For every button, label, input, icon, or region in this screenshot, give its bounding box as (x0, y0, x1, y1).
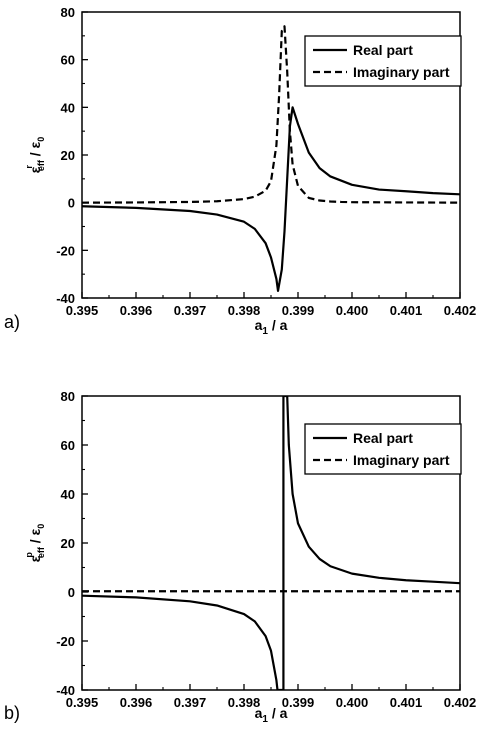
x-tick-label: 0.398 (228, 695, 261, 710)
y-label-sub: eff (36, 159, 46, 171)
x-tick-label: 0.400 (336, 695, 369, 710)
panel-b: 0.395 0.396 0.397 0.398 0.399 0.400 0.401 0.402… (4, 389, 476, 725)
y-label-rest: / ε (27, 141, 43, 160)
y-tick-label: 20 (61, 536, 75, 551)
x-label-main: a (255, 317, 263, 333)
panel-label: a) (4, 312, 20, 332)
y-tick-label: 40 (61, 487, 75, 502)
x-tick-label: 0.398 (228, 303, 261, 318)
x-label-main: a (255, 705, 263, 721)
y-label-sup: r (24, 165, 34, 169)
imaginary-part-line (82, 25, 460, 204)
y-tick-label: 80 (61, 5, 75, 20)
y-tick-label: 60 (61, 53, 75, 68)
x-tick-label: 0.401 (390, 303, 423, 318)
y-label-sub2: 0 (36, 137, 46, 142)
y-tick-label: 0 (68, 585, 75, 600)
y-label-sub2: 0 (36, 524, 46, 529)
x-tick-label: 0.395 (66, 303, 99, 318)
y-axis-label: εp eff / ε0 (24, 524, 46, 563)
legend-box (304, 35, 462, 87)
x-axis-label: a1 / a (255, 705, 288, 725)
legend-label: Imaginary part (353, 452, 450, 468)
legend-label: Real part (353, 42, 413, 58)
panel-label: b) (4, 703, 20, 723)
y-label-sub: eff (36, 546, 46, 558)
y-tick-label: -40 (56, 291, 75, 306)
x-label-sub: 1 (262, 326, 268, 337)
x-tick-label: 0.396 (120, 695, 153, 710)
y-label-main: ε (27, 166, 43, 173)
x-tick-label: 0.399 (282, 303, 315, 318)
y-tick-label: -20 (56, 634, 75, 649)
x-label-rest: / a (268, 317, 288, 333)
x-tick-label: 0.397 (174, 695, 207, 710)
x-tick-label: 0.402 (444, 695, 477, 710)
y-tick-label: 40 (61, 100, 75, 115)
x-tick-label: 0.397 (174, 303, 207, 318)
legend: Real part Imaginary part (304, 35, 462, 87)
y-label-main: ε (27, 555, 43, 562)
y-axis-label: εr eff / ε0 (24, 137, 46, 174)
y-tick-label: -40 (56, 683, 75, 698)
panel-a: 0.395 0.396 0.397 0.398 0.399 0.400 0.401 0.402… (4, 5, 476, 337)
x-tick-label: 0.401 (390, 695, 423, 710)
x-axis-label: a1 / a (255, 317, 288, 337)
y-tick-label: 60 (61, 438, 75, 453)
x-label-rest: / a (268, 705, 288, 721)
legend-box (304, 423, 462, 475)
legend: Real part Imaginary part (304, 423, 462, 475)
x-tick-label: 0.396 (120, 303, 153, 318)
y-tick-label: 0 (68, 196, 75, 211)
x-tick-label: 0.402 (444, 303, 477, 318)
y-tick-label: 80 (61, 389, 75, 404)
legend-label: Imaginary part (353, 64, 450, 80)
real-part-line (82, 396, 460, 690)
legend-label: Real part (353, 430, 413, 446)
real-part-line (82, 106, 460, 292)
x-label-sub: 1 (262, 714, 268, 725)
y-label-sup: p (24, 552, 34, 558)
y-label-rest: / ε (27, 528, 43, 547)
y-tick-label: -20 (56, 243, 75, 258)
y-tick-label: 20 (61, 148, 75, 163)
x-tick-label: 0.395 (66, 695, 99, 710)
x-tick-label: 0.400 (336, 303, 369, 318)
x-tick-label: 0.399 (282, 695, 315, 710)
